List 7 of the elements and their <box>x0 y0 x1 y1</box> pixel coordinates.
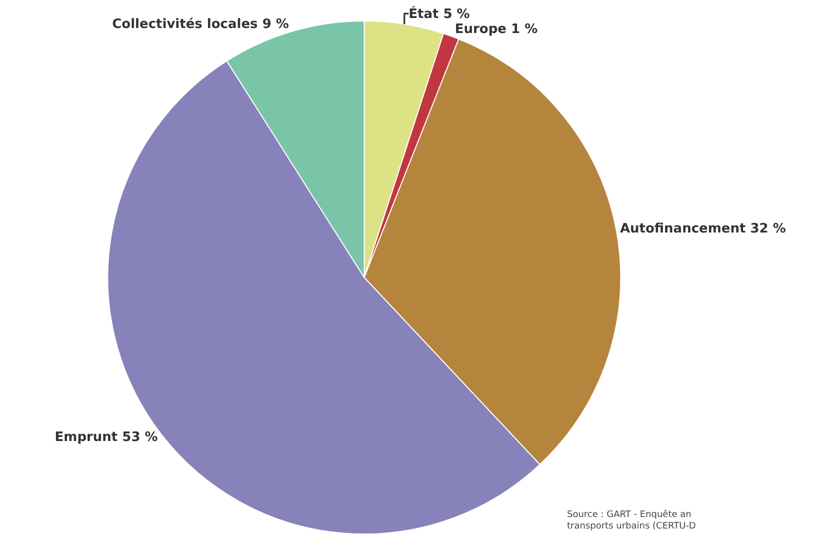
slice-label: Collectivités locales 9 % <box>112 16 289 32</box>
source-note: Source : GART - Enquête an <box>567 509 692 520</box>
slice-label: Emprunt 53 % <box>54 430 158 446</box>
slice-label: Autofinancement 32 % <box>620 222 786 237</box>
slice-label: État 5 % <box>408 5 470 22</box>
slice-label: Europe 1 % <box>454 22 538 38</box>
text: transports urbains (CERTU-D <box>567 522 696 532</box>
